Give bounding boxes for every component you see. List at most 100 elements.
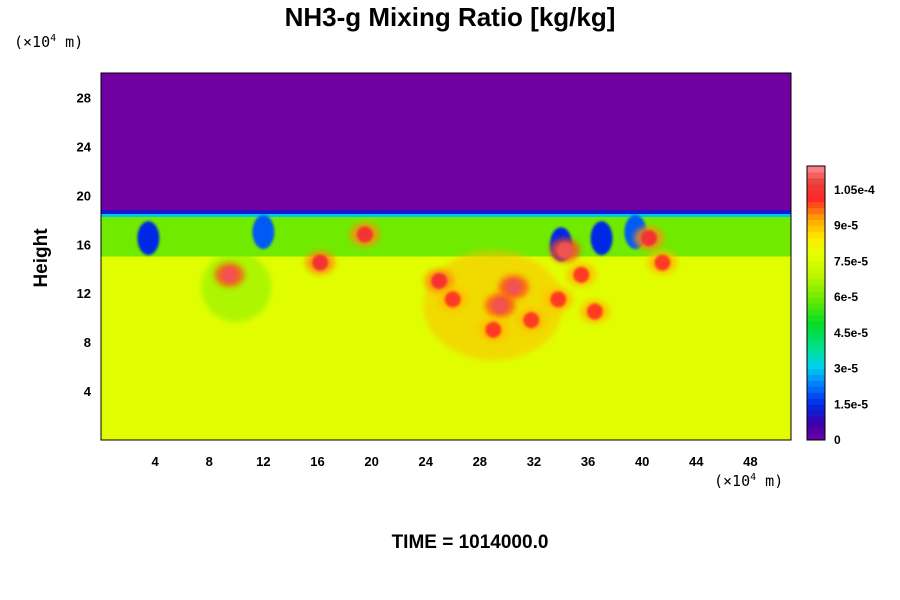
colorbar-swatch bbox=[807, 249, 825, 256]
colorbar-swatch bbox=[807, 213, 825, 221]
high-value-patch bbox=[523, 312, 540, 329]
high-value-patch bbox=[550, 291, 567, 308]
colorbar-swatch bbox=[807, 267, 825, 274]
colorbar-tick-label: 6e-5 bbox=[834, 290, 858, 304]
colorbar-swatch bbox=[807, 261, 825, 268]
x-tick-label: 28 bbox=[473, 454, 487, 469]
colorbar-swatch bbox=[807, 308, 825, 316]
y-unit-suffix: m) bbox=[56, 33, 84, 51]
colorbar-swatch bbox=[807, 380, 825, 387]
high-value-patch bbox=[492, 297, 509, 314]
colorbar-swatch bbox=[807, 303, 825, 310]
y-axis-unit: (×104 m) bbox=[14, 33, 83, 51]
colorbar-swatch bbox=[807, 332, 825, 340]
colorbar-tick-label: 9e-5 bbox=[834, 219, 858, 233]
high-value-patch bbox=[444, 291, 461, 308]
colorbar-swatch bbox=[807, 410, 825, 417]
x-tick-label: 16 bbox=[310, 454, 324, 469]
colorbar-tick-label: 4.5e-5 bbox=[834, 326, 868, 340]
mixed-band bbox=[101, 212, 791, 257]
colorbar-swatch bbox=[807, 237, 825, 244]
colorbar-swatch bbox=[807, 428, 825, 435]
x-tick-label: 40 bbox=[635, 454, 649, 469]
colorbar-swatch bbox=[807, 356, 825, 364]
colorbar-swatch bbox=[807, 404, 825, 411]
time-label: TIME = 1014000.0 bbox=[391, 532, 549, 553]
high-value-patch bbox=[431, 272, 448, 289]
high-value-patch bbox=[654, 254, 671, 271]
colorbar-swatch bbox=[807, 326, 825, 334]
low-value-filament bbox=[137, 221, 160, 256]
chart-title: NH3-g Mixing Ratio [kg/kg] bbox=[284, 2, 616, 32]
x-tick-label: 20 bbox=[364, 454, 378, 469]
colorbar-swatch bbox=[807, 207, 825, 215]
low-value-filament bbox=[252, 215, 275, 250]
colorbar-swatch bbox=[807, 273, 825, 280]
colorbar-swatch bbox=[807, 386, 825, 393]
colorbar-swatch bbox=[807, 231, 825, 238]
x-tick-label: 36 bbox=[581, 454, 595, 469]
colorbar-swatch bbox=[807, 320, 825, 328]
plot-frame bbox=[100, 72, 792, 441]
colorbar-swatch bbox=[807, 183, 825, 191]
x-axis-unit: (×104 m) bbox=[714, 472, 783, 490]
colorbar-swatch bbox=[807, 422, 825, 429]
low-value-filament bbox=[590, 221, 613, 256]
plume-halo bbox=[201, 252, 272, 323]
colorbar-tick-label: 1.05e-4 bbox=[834, 183, 875, 197]
colorbar-tick-label: 7.5e-5 bbox=[834, 254, 868, 268]
boundary-dark bbox=[101, 210, 791, 215]
x-tick-label: 12 bbox=[256, 454, 270, 469]
colorbar-swatch bbox=[807, 338, 825, 346]
y-tick-label: 16 bbox=[77, 237, 91, 252]
colorbar-swatch bbox=[807, 392, 825, 399]
colorbar-swatch bbox=[807, 255, 825, 262]
y-tick-label: 8 bbox=[84, 335, 91, 350]
y-tick-label: 4 bbox=[84, 384, 92, 399]
colorbar-swatch bbox=[807, 314, 825, 322]
y-tick-label: 24 bbox=[77, 139, 92, 154]
plot-area bbox=[101, 73, 791, 440]
colorbar-swatch bbox=[807, 291, 825, 298]
x-tick-label: 48 bbox=[743, 454, 757, 469]
colorbar-swatch bbox=[807, 279, 825, 286]
colorbar-swatch bbox=[807, 374, 825, 381]
x-tick-label: 32 bbox=[527, 454, 541, 469]
colorbar-swatch bbox=[807, 297, 825, 304]
colorbar-swatch bbox=[807, 166, 825, 173]
colorbar-tick-label: 0 bbox=[834, 433, 841, 447]
high-value-patch bbox=[640, 230, 657, 247]
colorbar-swatch bbox=[807, 177, 825, 185]
colorbar-swatch bbox=[807, 434, 825, 441]
high-value-patch bbox=[485, 321, 502, 338]
colorbar-swatch bbox=[807, 195, 825, 203]
x-tick-label: 44 bbox=[689, 454, 704, 469]
colorbar-swatch bbox=[807, 398, 825, 405]
colorbar-swatch bbox=[807, 416, 825, 423]
colorbar-swatch bbox=[807, 285, 825, 292]
x-unit-prefix: (×10 bbox=[714, 472, 751, 490]
high-value-patch bbox=[573, 266, 590, 283]
x-tick-label: 8 bbox=[206, 454, 213, 469]
high-value-patch bbox=[356, 226, 373, 243]
high-value-patch bbox=[505, 279, 522, 296]
y-tick-label: 12 bbox=[77, 286, 91, 301]
high-value-patch bbox=[557, 242, 574, 259]
high-value-patch bbox=[221, 266, 238, 283]
x-unit-suffix: m) bbox=[756, 472, 784, 490]
colorbar: 1.05e-4 9e-5 7.5e-5 6e-5 4.5e-5 3e-5 1.5e-5 0 bbox=[806, 165, 875, 447]
colorbar-swatch bbox=[807, 189, 825, 197]
colorbar-tick-label: 3e-5 bbox=[834, 362, 858, 376]
colorbar-swatch bbox=[807, 243, 825, 250]
colorbar-swatch bbox=[807, 362, 825, 370]
x-tick-label: 24 bbox=[418, 454, 433, 469]
colorbar-swatch bbox=[807, 344, 825, 352]
y-unit-prefix: (×10 bbox=[14, 33, 51, 51]
y-tick-label: 20 bbox=[77, 188, 91, 203]
colorbar-swatch bbox=[807, 225, 825, 233]
y-unit-exponent: 4 bbox=[50, 33, 57, 44]
high-value-patch bbox=[312, 254, 329, 271]
colorbar-tick-label: 1.5e-5 bbox=[834, 397, 868, 411]
